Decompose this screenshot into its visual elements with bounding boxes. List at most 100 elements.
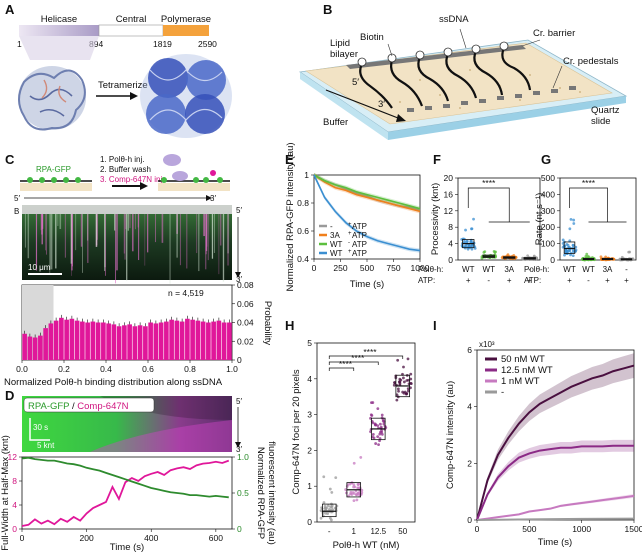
- d-ytick-left-label: 12: [8, 452, 18, 462]
- d-ylabel-left: Full-Width at Half-Max (knt): [0, 435, 11, 551]
- domain-label-polymerase: Polymerase: [161, 14, 211, 25]
- leader-barrier: [521, 39, 541, 47]
- d-series-fwhm: [21, 459, 230, 527]
- h-dot: [402, 391, 406, 395]
- d-legend: RPA-GFP / Comp-647N: [28, 401, 129, 412]
- e-legend-sign: +: [348, 249, 352, 255]
- d-legend-green: RPA-GFP: [28, 401, 69, 412]
- d-line-chart: 0 200 400 600 0 4 8 12 0 0.5 1.0: [8, 452, 250, 543]
- c-hist-bar: [200, 321, 206, 360]
- g-dot: [567, 249, 571, 253]
- c-hist-bar: [227, 322, 232, 360]
- c-hist-bar: [38, 335, 43, 360]
- f-sig-bracket: [467, 187, 510, 222]
- i-exponent: x10³: [479, 340, 495, 349]
- panel-label-h: H: [285, 318, 294, 333]
- d-ytick-right-label: 0.5: [237, 488, 249, 498]
- g-ytick-label: 400: [541, 189, 555, 199]
- c-hist-bar: [64, 319, 69, 360]
- h-dot: [396, 358, 400, 362]
- c-ytick-label: 0.04: [237, 318, 254, 328]
- c-hist-bar: [137, 325, 143, 360]
- h-sig-bracket: [328, 361, 379, 365]
- d-series-rpa-gfp: [21, 456, 229, 499]
- h-dot: [334, 476, 338, 480]
- c-kymo-arrowhead: [235, 272, 241, 278]
- f-dot: [469, 239, 473, 243]
- polymerase-domain-bar: [163, 25, 209, 36]
- d-kymograph-comp: [90, 420, 232, 452]
- pos-2590: 2590: [198, 39, 217, 49]
- h-dot: [319, 509, 323, 513]
- schematic-arrowhead: [140, 182, 148, 190]
- h-dot: [380, 416, 384, 420]
- f-atp-label: +: [527, 276, 532, 285]
- h-sig-label: ****: [351, 353, 365, 363]
- f-ytick-label: 0: [448, 255, 453, 265]
- f-ytick-label: 16: [444, 189, 454, 199]
- h-ytick-label: 0: [307, 517, 312, 527]
- e-xtick-label: 500: [360, 263, 374, 273]
- g-row-atp: ATP:: [524, 276, 541, 285]
- g-category-label: 3A: [603, 265, 613, 274]
- e-legend-protein: WT: [330, 240, 343, 249]
- c-hist-bar: [190, 319, 195, 360]
- c-hist-bar: [106, 323, 111, 360]
- g-dot: [571, 244, 575, 247]
- c-shaded-region: [22, 285, 54, 360]
- tetramer-structure: [140, 54, 232, 138]
- g-dot: [568, 239, 572, 243]
- g-category-label: WT: [582, 265, 595, 274]
- e-ytick-label: 0.4: [297, 254, 309, 264]
- c-kymograph-streaks: [24, 214, 229, 284]
- h-dot: [356, 486, 360, 490]
- h-dot: [409, 377, 413, 381]
- e-ytick-label: 0.8: [297, 198, 309, 208]
- f-category-label: WT: [483, 265, 496, 274]
- h-dot: [404, 392, 408, 396]
- h-dot: [406, 389, 410, 393]
- label-slide: slide: [591, 116, 611, 127]
- e-xtick-label: 250: [333, 263, 347, 273]
- c-hist-bar: [43, 328, 48, 360]
- f-ylabel: Processivity (knt): [430, 183, 441, 255]
- h-dot: [392, 383, 396, 387]
- h-dot: [380, 432, 384, 436]
- c-hist-bar: [148, 322, 153, 360]
- biotin-beads: [357, 41, 509, 67]
- g-ytick-label: 0: [550, 255, 555, 265]
- h-dot: [376, 435, 380, 439]
- h-dot: [376, 407, 380, 411]
- schematic-left-surface: [20, 183, 92, 191]
- f-dot: [472, 217, 475, 221]
- h-dot: [352, 492, 356, 495]
- i-ylabel: Comp-647N intensity (au): [445, 381, 456, 489]
- ssdna-strands: [359, 47, 532, 109]
- g-dot: [569, 218, 573, 221]
- g-dot: [569, 253, 572, 257]
- d-ytick-left-label: 8: [12, 476, 17, 486]
- pos-1: 1: [17, 39, 22, 49]
- e-legend-atp: ATP: [352, 240, 367, 249]
- c-hist-bar: [32, 337, 38, 360]
- label-biotin: Biotin: [360, 32, 384, 43]
- h-dot: [330, 504, 334, 508]
- h-sig-label: ****: [339, 359, 353, 369]
- f-dot: [526, 254, 530, 258]
- h-sig-bracket: [328, 367, 355, 371]
- c-hist-bar: [216, 320, 222, 360]
- d-xtick-label: 400: [144, 533, 158, 543]
- i-legend-label: 12.5 nM WT: [501, 365, 553, 376]
- h-dot: [358, 493, 362, 496]
- h-dot: [355, 498, 359, 502]
- step-3: 3. Comp-647N inj.: [100, 175, 164, 184]
- d-xtick-label: 0: [20, 533, 25, 543]
- h-dot: [330, 491, 334, 494]
- c-ytick-label: 0: [237, 355, 242, 365]
- g-atp-label: -: [587, 276, 590, 285]
- c-hist-bar: [211, 321, 216, 360]
- f-category-label: WT: [462, 265, 475, 274]
- step-1: 1. Polθ-h inj.: [100, 155, 144, 164]
- d-kymo-3prime: 3′: [236, 445, 242, 454]
